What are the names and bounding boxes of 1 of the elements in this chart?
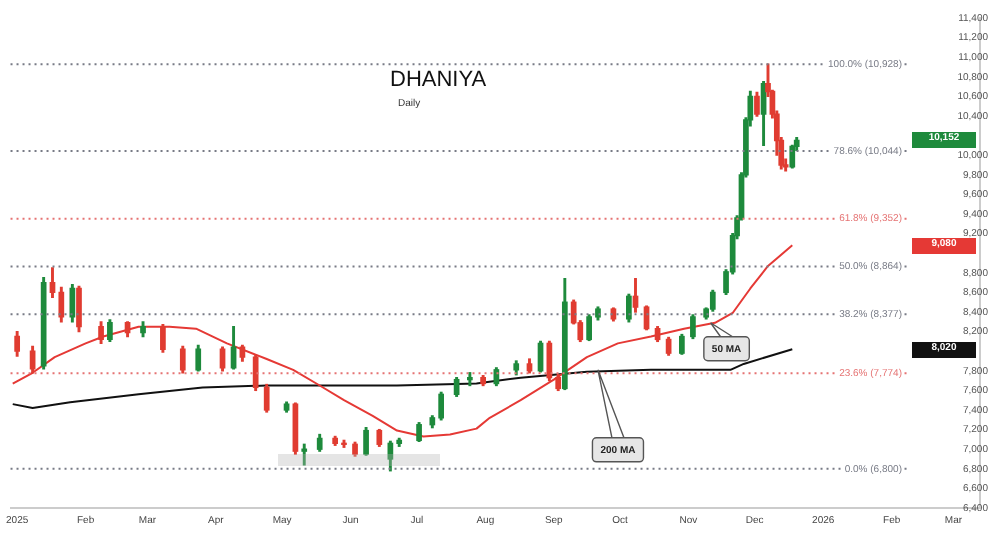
text: DHANIYA bbox=[390, 68, 488, 92]
